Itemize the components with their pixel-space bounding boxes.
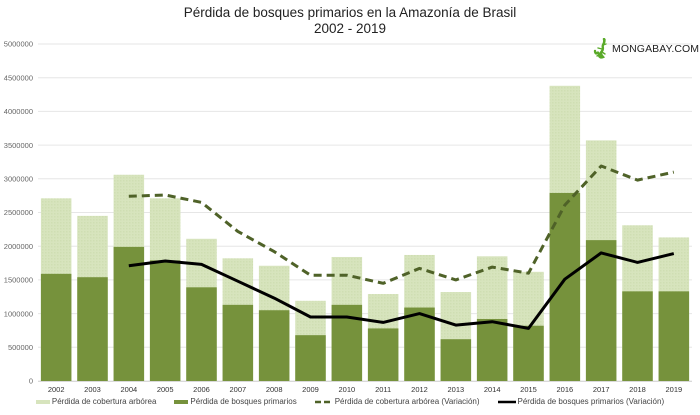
- legend: Pérdida de cobertura arbórea Pérdida de …: [0, 397, 700, 406]
- x-tick-label: 2008: [266, 385, 283, 394]
- x-tick-label: 2003: [84, 385, 101, 394]
- y-tick-label: 4000000: [4, 107, 33, 116]
- primary-forest-bars: [40, 192, 690, 381]
- bar-primary-2019: [658, 291, 690, 381]
- x-tick-label: 2019: [665, 385, 682, 394]
- legend-item-tree-cover-variation: Pérdida de cobertura arbórea (Variación): [314, 397, 480, 406]
- y-axis: 0 500000 1000000 1500000 2000000 2500000 30000…: [4, 40, 33, 386]
- chart-area: 0 500000 1000000 1500000 2000000 2500000 30000…: [4, 40, 692, 394]
- x-tick-label: 2018: [629, 385, 646, 394]
- x-tick-label: 2016: [556, 385, 573, 394]
- logo-text: MONGABAY.COM: [612, 43, 700, 55]
- bar-primary-2012: [404, 307, 435, 381]
- chart-title-line1: Pérdida de bosques primarios en la Amazo…: [183, 5, 517, 20]
- bar-primary-2015: [513, 325, 544, 381]
- legend-label: Pérdida de bosques primarios (Variación): [517, 397, 665, 406]
- x-tick-label: 2014: [484, 385, 501, 394]
- x-tick-label: 2012: [411, 385, 428, 394]
- legend-item-primary: Pérdida de bosques primarios: [174, 397, 297, 406]
- x-tick-label: 2011: [375, 385, 391, 394]
- bar-primary-2016: [549, 192, 581, 381]
- x-tick-label: 2010: [338, 385, 355, 394]
- bar-primary-2011: [367, 328, 399, 381]
- y-tick-label: 2500000: [4, 208, 33, 217]
- bar-primary-2014: [476, 318, 508, 381]
- legend-label: Pérdida de cobertura arbórea (Variación): [334, 397, 480, 406]
- bar-primary-2004: [113, 246, 145, 381]
- x-tick-label: 2005: [157, 385, 174, 394]
- gridlines: [38, 43, 692, 382]
- legend-item-primary-variation: Pérdida de bosques primarios (Variación): [497, 397, 665, 406]
- y-tick-label: 1500000: [4, 276, 33, 285]
- legend-label: Pérdida de bosques primarios: [190, 397, 297, 406]
- x-tick-label: 2002: [48, 385, 65, 394]
- bar-primary-2007: [222, 304, 254, 381]
- bar-primary-2009: [295, 335, 326, 381]
- gecko-icon: [593, 38, 607, 59]
- y-tick-label: 0: [29, 377, 33, 386]
- y-tick-label: 4500000: [4, 73, 33, 82]
- bar-primary-2003: [77, 277, 108, 381]
- x-tick-label: 2015: [520, 385, 537, 394]
- bar-primary-2018: [622, 291, 653, 381]
- x-tick-label: 2013: [447, 385, 464, 394]
- legend-swatch-solid-line: [497, 400, 516, 403]
- bar-primary-2005: [149, 260, 181, 381]
- legend-swatch-dashed-line: [314, 400, 333, 403]
- bar-primary-2008: [258, 310, 290, 381]
- trend-lines: [128, 164, 675, 330]
- line-primary-variation: [128, 251, 675, 330]
- bar-primary-2017: [585, 240, 617, 381]
- y-tick-label: 5000000: [4, 40, 33, 49]
- bar-primary-2006: [186, 287, 217, 381]
- chart-title: Pérdida de bosques primarios en la Amazo…: [0, 5, 700, 37]
- x-tick-label: 2017: [593, 385, 610, 394]
- mongabay-logo[interactable]: MONGABAY.COM: [592, 38, 699, 60]
- y-tick-label: 1000000: [4, 309, 33, 318]
- y-tick-label: 500000: [8, 343, 33, 352]
- y-tick-label: 3000000: [4, 175, 33, 184]
- x-tick-label: 2007: [229, 385, 246, 394]
- legend-item-tree-cover: Pérdida de cobertura arbórea: [35, 397, 157, 406]
- x-axis: 2002 2003 2004 2005 2006 2007 2008 2009 2010 2011…: [38, 381, 692, 394]
- legend-swatch-primary: [174, 399, 189, 404]
- x-tick-label: 2006: [193, 385, 210, 394]
- y-tick-label: 2000000: [4, 242, 33, 251]
- chart-title-line2: 2002 - 2019: [313, 21, 387, 36]
- line-tree-cover-variation: [128, 164, 675, 285]
- legend-label: Pérdida de cobertura arbórea: [51, 397, 157, 406]
- bar-primary-2002: [40, 273, 72, 381]
- x-tick-label: 2009: [302, 385, 319, 394]
- x-tick-label: 2004: [120, 385, 137, 394]
- y-tick-label: 3500000: [4, 141, 33, 150]
- bar-primary-2013: [440, 339, 472, 381]
- legend-swatch-tree-cover: [35, 399, 50, 404]
